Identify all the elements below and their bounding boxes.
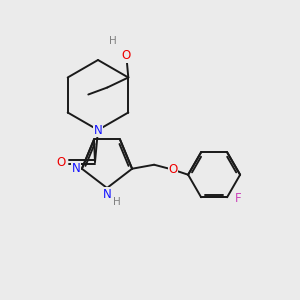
Text: N: N — [103, 188, 111, 200]
Text: H: H — [113, 197, 121, 207]
Text: N: N — [94, 124, 102, 136]
Text: H: H — [110, 37, 117, 46]
Text: O: O — [56, 155, 66, 169]
Text: O: O — [122, 49, 131, 62]
Text: O: O — [169, 163, 178, 176]
Text: N: N — [71, 162, 80, 175]
Text: F: F — [235, 192, 242, 205]
